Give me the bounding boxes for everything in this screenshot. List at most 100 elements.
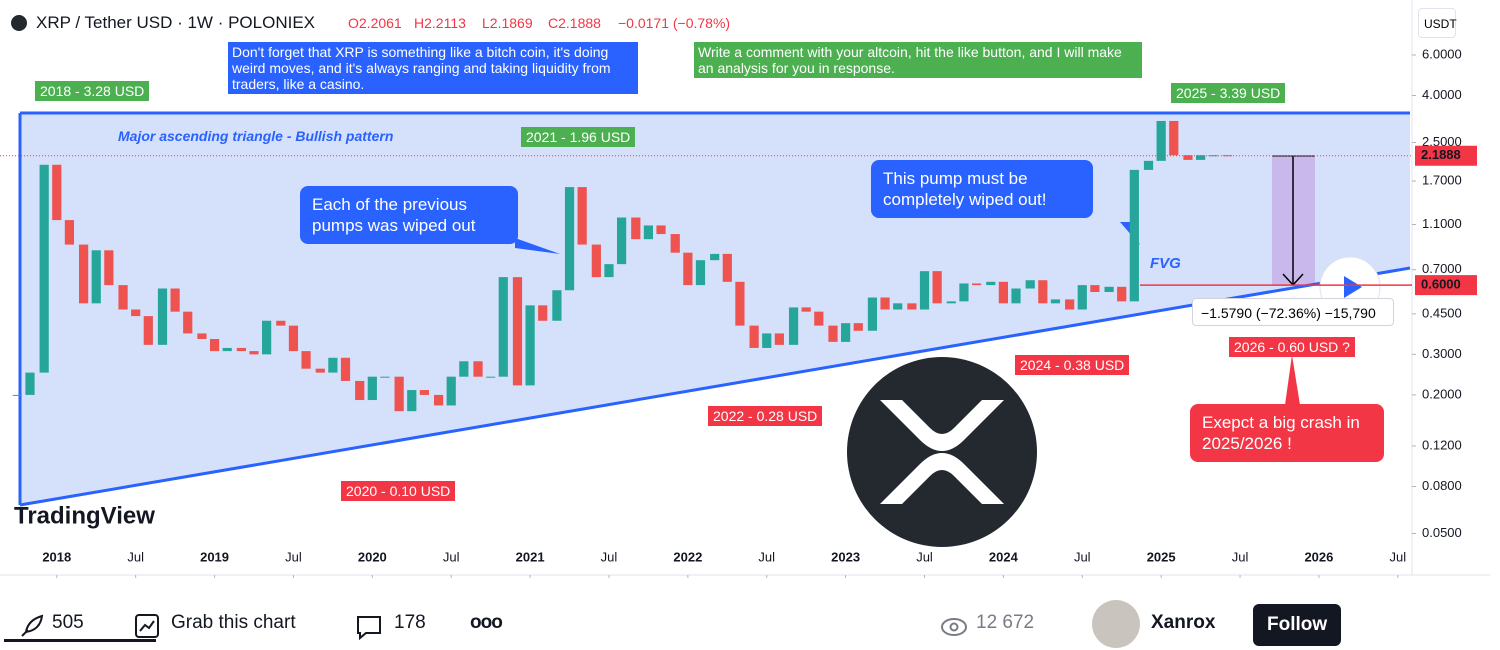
play-icon[interactable]: [1344, 276, 1362, 298]
candle: [486, 376, 496, 378]
x-tick-label: Jul: [758, 549, 775, 564]
candle: [683, 252, 693, 286]
candle: [407, 390, 417, 412]
y-tick-label: 6.0000: [1422, 46, 1462, 61]
candle: [998, 281, 1008, 304]
fvg-label: FVG: [1150, 255, 1181, 272]
candle: [1208, 155, 1218, 157]
candle: [788, 307, 799, 345]
candle: [170, 288, 180, 312]
label-peak: 2018 - 3.28 USD: [35, 81, 150, 101]
candle: [197, 333, 207, 339]
ohlc-high: H2.2113: [414, 15, 466, 31]
candle: [433, 394, 444, 406]
y-tick-label: 0.2000: [1422, 386, 1462, 401]
currency[interactable]: USDT: [1418, 8, 1457, 38]
candle: [762, 333, 772, 348]
label-peak: 2025 - 3.39 USD: [1171, 83, 1286, 103]
candle: [1183, 155, 1193, 160]
candle: [1104, 286, 1114, 293]
boost-icon[interactable]: [18, 614, 44, 640]
change: −0.0171 (−0.78%): [618, 15, 731, 31]
measure-label: −1.5790 (−72.36%) −15,790: [1192, 298, 1394, 326]
y-tick-label: 4.0000: [1422, 87, 1462, 102]
comment-count[interactable]: 178: [394, 612, 426, 633]
comment-icon[interactable]: [355, 614, 383, 640]
x-tick-label: 2024: [989, 549, 1019, 564]
x-tick-label: 2022: [673, 549, 702, 564]
candle: [249, 351, 259, 355]
candle: [340, 357, 351, 381]
x-tick-label: 2018: [42, 549, 71, 564]
candle: [946, 301, 956, 304]
grab-chart[interactable]: Grab this chart: [171, 612, 296, 633]
x-tick-label: Jul: [1232, 549, 1249, 564]
candle: [959, 283, 969, 302]
candle: [1156, 120, 1166, 161]
symbol: XRP / Tether USD · 1W · POLONIEX: [36, 13, 316, 32]
candle: [853, 323, 863, 331]
candle: [446, 376, 456, 406]
y-tick-label: 0.0500: [1422, 525, 1462, 540]
candle: [512, 277, 523, 386]
x-tick-label: 2026: [1304, 549, 1333, 564]
follow-button[interactable]: Follow: [1253, 604, 1341, 646]
candle: [222, 347, 232, 352]
candle: [1077, 285, 1087, 310]
candle: [525, 305, 535, 386]
candle: [971, 283, 982, 286]
candle: [538, 305, 548, 321]
ohlc-low: L2.1869: [482, 15, 533, 31]
candle: [355, 380, 365, 401]
candle: [315, 368, 325, 373]
x-tick-label: 2023: [831, 549, 860, 564]
y-tick-label: 0.7000: [1422, 261, 1462, 276]
candle: [710, 253, 720, 261]
candle: [419, 390, 429, 395]
x-tick-label: 2021: [516, 549, 545, 564]
candle: [104, 250, 114, 286]
author[interactable]: Xanrox: [1151, 612, 1216, 633]
symbol-icon: [11, 15, 27, 31]
candle: [907, 303, 917, 310]
candle: [1143, 160, 1154, 170]
label-low: 2024 - 0.38 USD: [1015, 355, 1130, 375]
boost-count[interactable]: 505: [52, 612, 84, 633]
price-tag: [1415, 145, 1477, 166]
candle: [1038, 280, 1048, 304]
grab-icon[interactable]: [133, 612, 161, 640]
candle: [1065, 299, 1075, 310]
pattern-label: Major ascending triangle - Bullish patte…: [118, 128, 394, 144]
avatar[interactable]: [1092, 600, 1140, 648]
label-target: 2026 - 0.60 USD ?: [1229, 337, 1355, 357]
candle: [919, 271, 930, 310]
candle: [670, 234, 680, 253]
more[interactable]: ooo: [470, 612, 503, 633]
crash-tail: [1285, 355, 1300, 405]
candle: [828, 325, 838, 342]
candle: [643, 225, 654, 240]
candle: [841, 323, 851, 342]
underline: [4, 639, 156, 642]
candle: [552, 290, 562, 321]
candle: [735, 281, 745, 326]
y-tick-label: 0.4500: [1422, 305, 1462, 320]
candle: [1025, 280, 1035, 289]
brand-logo: TradingView: [14, 502, 155, 529]
note-green: Write a comment with your altcoin, hit t…: [694, 42, 1142, 78]
candle: [880, 297, 890, 310]
note-blue: Don't forget that XRP is something like …: [228, 42, 638, 94]
candle: [867, 297, 878, 331]
y-tick-label: 0.0800: [1422, 478, 1462, 493]
ohlc-open: O2.2061: [348, 15, 402, 31]
candle: [722, 253, 732, 282]
candle: [893, 303, 903, 310]
xrp-logo: [847, 357, 1037, 547]
label-peak: 2021 - 1.96 USD: [521, 127, 636, 147]
candle: [367, 376, 377, 401]
candle: [1090, 285, 1100, 293]
candle: [749, 325, 759, 348]
candle: [932, 271, 942, 304]
label-low: 2022 - 0.28 USD: [708, 406, 823, 426]
